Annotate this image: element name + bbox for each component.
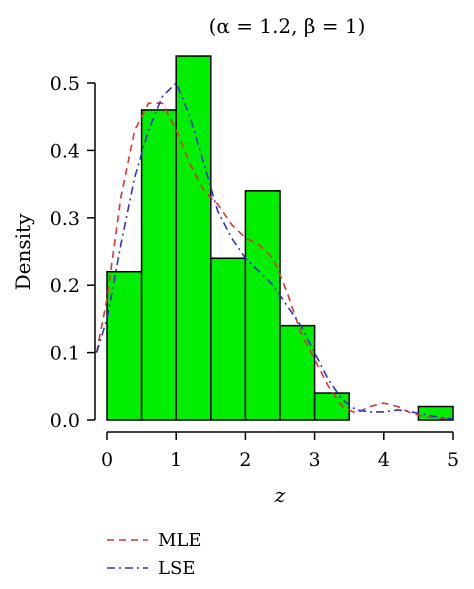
histogram-bar bbox=[279, 324, 316, 421]
x-tick-label: 3 bbox=[309, 449, 321, 471]
y-tick-label: 0.2 bbox=[50, 275, 80, 297]
x-tick-label: 1 bbox=[170, 449, 182, 471]
histogram-bar bbox=[106, 270, 143, 421]
histogram-bar bbox=[175, 55, 212, 421]
curve-lse bbox=[95, 81, 454, 420]
x-tick-label: 2 bbox=[239, 449, 251, 471]
y-tick-label: 0.5 bbox=[50, 73, 80, 95]
legend: MLE LSE bbox=[107, 530, 202, 579]
x-tick-label: 4 bbox=[378, 449, 390, 471]
histogram-bars bbox=[106, 55, 454, 421]
y-tick-label: 0.1 bbox=[50, 343, 80, 365]
x-axis-title: z bbox=[274, 483, 286, 507]
histogram-bar bbox=[210, 257, 247, 421]
y-tick-label: 0.4 bbox=[50, 140, 80, 162]
y-axis-title: Density bbox=[11, 213, 35, 290]
x-tick-label: 0 bbox=[101, 449, 113, 471]
chart-title: (α = 1.2, β = 1) bbox=[209, 14, 366, 38]
legend-label-mle: MLE bbox=[158, 530, 202, 551]
histogram-bar bbox=[140, 109, 177, 421]
x-tick-label: 5 bbox=[447, 449, 459, 471]
y-tick-label: 0.0 bbox=[50, 410, 80, 432]
histogram-bar bbox=[244, 190, 281, 421]
y-axis: 0.0 0.1 0.2 0.3 0.4 0.5 bbox=[50, 73, 96, 432]
y-tick-label: 0.3 bbox=[50, 208, 80, 230]
density-curves bbox=[95, 81, 454, 420]
legend-label-lse: LSE bbox=[158, 558, 195, 579]
x-axis: 0 1 2 3 4 5 bbox=[101, 431, 459, 471]
